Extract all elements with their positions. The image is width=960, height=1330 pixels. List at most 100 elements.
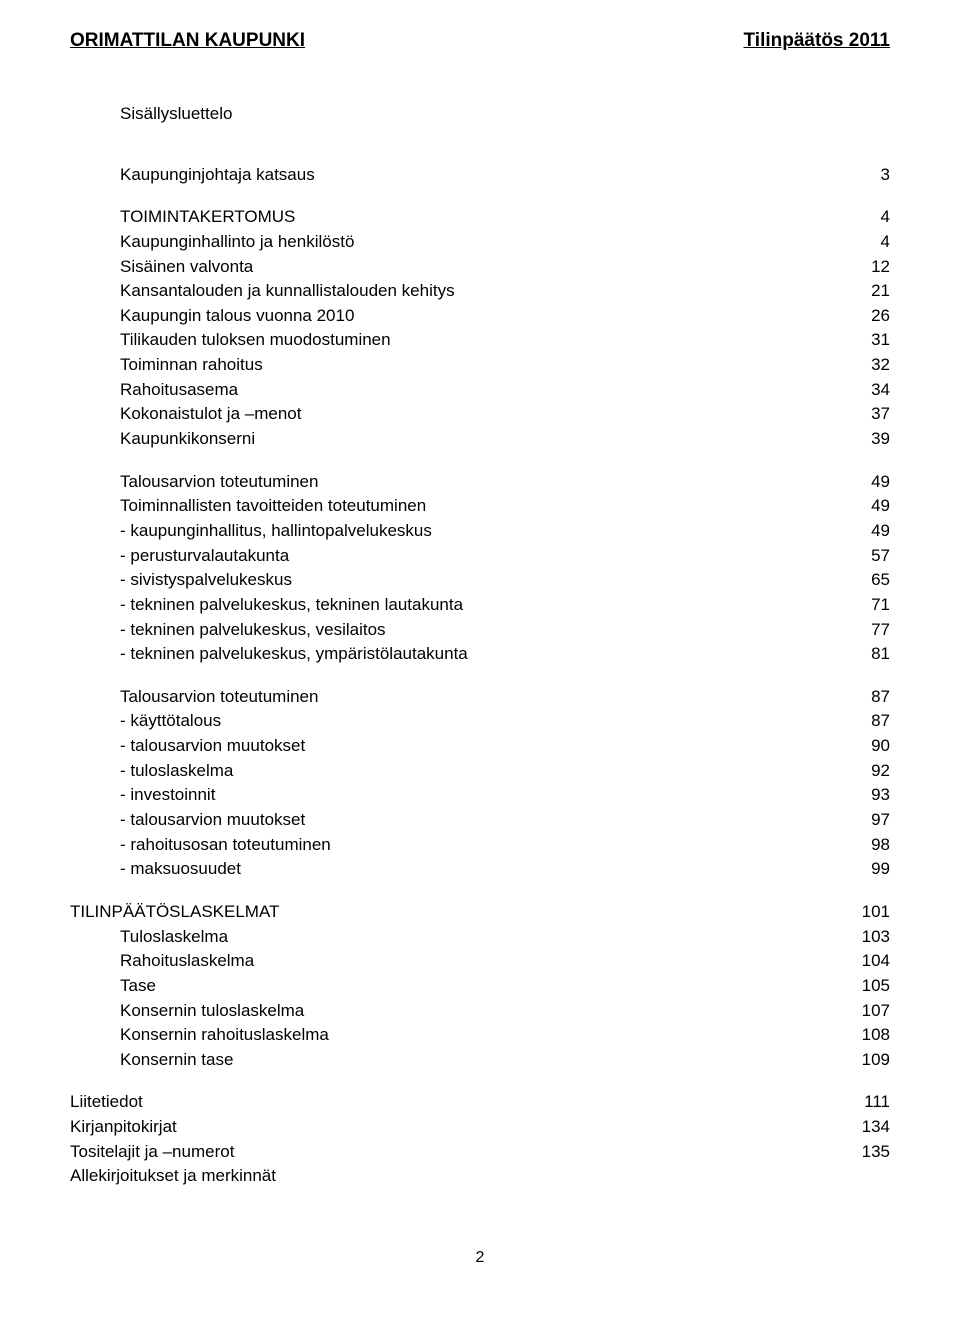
- toc-entry-label: - tekninen palvelukeskus, vesilaitos: [120, 618, 840, 643]
- toc-entry-page: 135: [840, 1140, 890, 1165]
- toc-entry-label: - rahoitusosan toteutuminen: [120, 833, 840, 858]
- toc-entry-label: Toiminnan rahoitus: [120, 353, 840, 378]
- toc-entry: Kansantalouden ja kunnallistalouden kehi…: [70, 279, 890, 304]
- toc-entry-label: Rahoitusasema: [120, 378, 840, 403]
- toc-spacer: [70, 882, 890, 900]
- toc-entry: Konsernin tase109: [70, 1048, 890, 1073]
- toc-entry: - tekninen palvelukeskus, vesilaitos77: [70, 618, 890, 643]
- header-right: Tilinpäätös 2011: [744, 30, 890, 52]
- page-number: 2: [70, 1249, 890, 1267]
- toc-entry-page: 105: [840, 974, 890, 999]
- table-of-contents: Sisällysluettelo Kaupunginjohtaja katsau…: [70, 102, 890, 1189]
- toc-entry-page: 93: [840, 783, 890, 808]
- toc-entry-label: Kansantalouden ja kunnallistalouden kehi…: [120, 279, 840, 304]
- toc-entries-container: Kaupunginjohtaja katsaus3 TOIMINTAKERTOMU…: [70, 163, 890, 1189]
- toc-entry: Toiminnallisten tavoitteiden toteutumine…: [70, 494, 890, 519]
- toc-entry: Kaupunginjohtaja katsaus3: [70, 163, 890, 188]
- toc-entry-page: 92: [840, 759, 890, 784]
- toc-entry-page: 103: [840, 925, 890, 950]
- toc-entry: - rahoitusosan toteutuminen98: [70, 833, 890, 858]
- toc-entry-page: 65: [840, 568, 890, 593]
- toc-entry-label: Kokonaistulot ja –menot: [120, 402, 840, 427]
- toc-entry-label: Tase: [120, 974, 840, 999]
- toc-entry-label: Talousarvion toteutuminen: [120, 685, 840, 710]
- toc-entry-page: 49: [840, 494, 890, 519]
- toc-entry-label: - perusturvalautakunta: [120, 544, 840, 569]
- toc-spacer: [70, 187, 890, 205]
- toc-entry-label: Tilikauden tuloksen muodostuminen: [120, 328, 840, 353]
- toc-entry-page: [840, 1164, 890, 1189]
- toc-entry-label: - talousarvion muutokset: [120, 734, 840, 759]
- toc-entry: - käyttötalous87: [70, 709, 890, 734]
- toc-entry-label: Sisäinen valvonta: [120, 255, 840, 280]
- toc-entry-page: 32: [840, 353, 890, 378]
- toc-entry-page: 71: [840, 593, 890, 618]
- toc-entry-page: 111: [840, 1090, 890, 1115]
- toc-entry: Tuloslaskelma103: [70, 925, 890, 950]
- toc-entry: - tekninen palvelukeskus, ympäristölauta…: [70, 642, 890, 667]
- toc-entry: - tuloslaskelma92: [70, 759, 890, 784]
- toc-entry-page: 26: [840, 304, 890, 329]
- toc-entry-page: 3: [840, 163, 890, 188]
- toc-entry-page: 81: [840, 642, 890, 667]
- toc-entry: Sisäinen valvonta12: [70, 255, 890, 280]
- toc-entry-page: 12: [840, 255, 890, 280]
- toc-title: Sisällysluettelo: [70, 102, 890, 127]
- toc-entry: Kaupungin talous vuonna 201026: [70, 304, 890, 329]
- toc-entry: - investoinnit93: [70, 783, 890, 808]
- toc-entry: - kaupunginhallitus, hallintopalvelukesk…: [70, 519, 890, 544]
- toc-entry-page: 39: [840, 427, 890, 452]
- toc-entry-page: 104: [840, 949, 890, 974]
- toc-entry: Tase105: [70, 974, 890, 999]
- toc-entry-label: Liitetiedot: [70, 1090, 840, 1115]
- toc-entry-label: Rahoituslaskelma: [120, 949, 840, 974]
- toc-entry-label: Tositelajit ja –numerot: [70, 1140, 840, 1165]
- toc-entry-label: Kaupunkikonserni: [120, 427, 840, 452]
- toc-entry: Kirjanpitokirjat134: [70, 1115, 890, 1140]
- toc-entry: Konsernin tuloslaskelma107: [70, 999, 890, 1024]
- toc-entry: Talousarvion toteutuminen87: [70, 685, 890, 710]
- toc-entry-page: 49: [840, 470, 890, 495]
- toc-entry: - talousarvion muutokset90: [70, 734, 890, 759]
- toc-entry-label: - investoinnit: [120, 783, 840, 808]
- toc-entry-page: 109: [840, 1048, 890, 1073]
- toc-entry: - sivistyspalvelukeskus65: [70, 568, 890, 593]
- toc-entry-label: Kaupungin talous vuonna 2010: [120, 304, 840, 329]
- toc-entry-label: Talousarvion toteutuminen: [120, 470, 840, 495]
- toc-entry: Kaupunkikonserni39: [70, 427, 890, 452]
- toc-entry-label: Kaupunginjohtaja katsaus: [120, 163, 840, 188]
- toc-entry: Toiminnan rahoitus32: [70, 353, 890, 378]
- toc-entry-label: - talousarvion muutokset: [120, 808, 840, 833]
- toc-entry-label: - tekninen palvelukeskus, ympäristölauta…: [120, 642, 840, 667]
- toc-entry-page: 4: [840, 205, 890, 230]
- toc-spacer: [70, 1072, 890, 1090]
- toc-entry-page: 97: [840, 808, 890, 833]
- toc-entry-label: Konsernin tuloslaskelma: [120, 999, 840, 1024]
- toc-entry-page: 49: [840, 519, 890, 544]
- toc-entry-label: Kaupunginhallinto ja henkilöstö: [120, 230, 840, 255]
- toc-entry-label: Toiminnallisten tavoitteiden toteutumine…: [120, 494, 840, 519]
- toc-entry-page: 77: [840, 618, 890, 643]
- toc-entry: - maksuosuudet99: [70, 857, 890, 882]
- toc-entry: Allekirjoitukset ja merkinnät: [70, 1164, 890, 1189]
- toc-entry-page: 101: [840, 900, 890, 925]
- toc-entry: Konsernin rahoituslaskelma108: [70, 1023, 890, 1048]
- header-left: ORIMATTILAN KAUPUNKI: [70, 30, 305, 52]
- toc-entry-page: 37: [840, 402, 890, 427]
- toc-entry: Talousarvion toteutuminen49: [70, 470, 890, 495]
- toc-entry-page: 57: [840, 544, 890, 569]
- toc-entry-label: Konsernin tase: [120, 1048, 840, 1073]
- toc-entry-page: 134: [840, 1115, 890, 1140]
- toc-entry-label: - tuloslaskelma: [120, 759, 840, 784]
- toc-entry: Kaupunginhallinto ja henkilöstö4: [70, 230, 890, 255]
- toc-entry-page: 90: [840, 734, 890, 759]
- toc-entry-page: 98: [840, 833, 890, 858]
- toc-entry-page: 99: [840, 857, 890, 882]
- toc-entry: TOIMINTAKERTOMUS4: [70, 205, 890, 230]
- toc-entry: Rahoituslaskelma104: [70, 949, 890, 974]
- toc-entry-label: - kaupunginhallitus, hallintopalvelukesk…: [120, 519, 840, 544]
- toc-entry: Tilikauden tuloksen muodostuminen31: [70, 328, 890, 353]
- document-page: ORIMATTILAN KAUPUNKI Tilinpäätös 2011 Si…: [0, 0, 960, 1330]
- toc-entry-label: - käyttötalous: [120, 709, 840, 734]
- toc-entry-page: 31: [840, 328, 890, 353]
